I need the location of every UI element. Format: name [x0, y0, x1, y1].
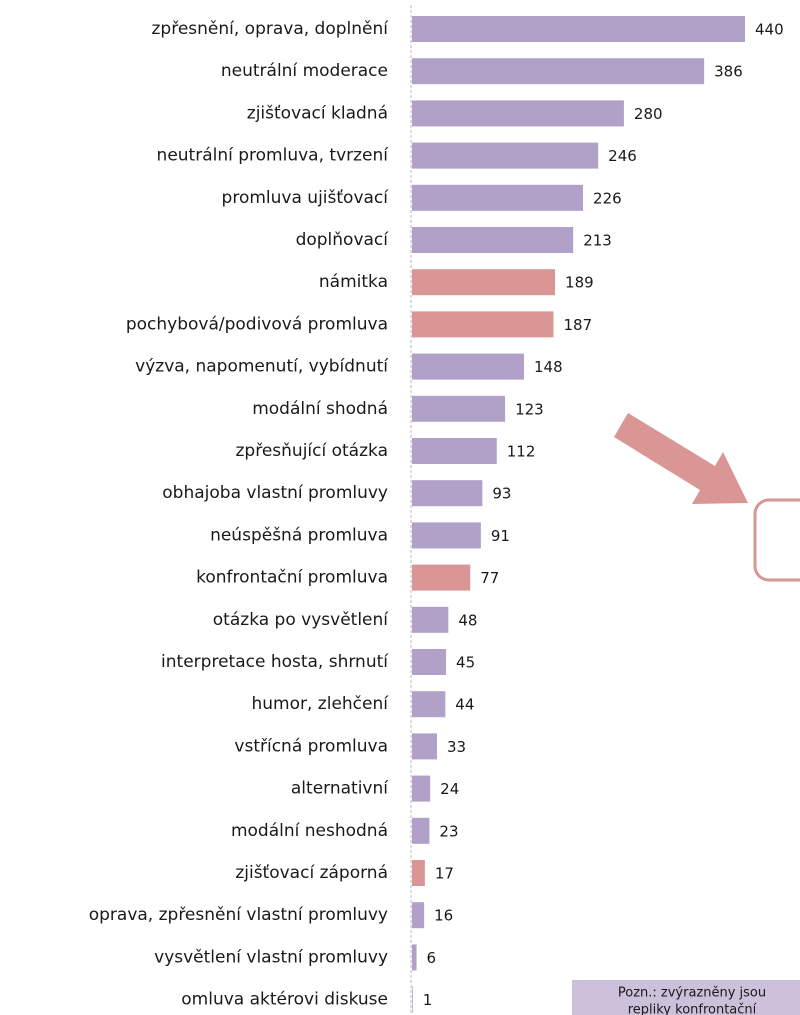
- value-label: 112: [507, 443, 536, 461]
- value-label: 280: [634, 105, 663, 123]
- bar: [412, 142, 599, 169]
- value-label: 386: [714, 63, 743, 81]
- value-label: 93: [492, 485, 511, 503]
- bar: [412, 775, 431, 802]
- bar: [412, 438, 497, 464]
- value-label: 24: [440, 780, 459, 798]
- value-label: 45: [456, 654, 475, 672]
- category-label: modální neshodná: [231, 821, 388, 841]
- value-label: 16: [434, 907, 453, 925]
- category-label: zjišťovací záporná: [235, 863, 388, 883]
- category-label: oprava, zpřesnění vlastní promluvy: [89, 905, 388, 925]
- value-label: 91: [491, 527, 510, 545]
- value-label: 187: [564, 316, 593, 334]
- category-label: otázka po vysvětlení: [213, 610, 389, 630]
- bar: [412, 649, 447, 675]
- category-label: výzva, napomenutí, vybídnutí: [135, 357, 389, 377]
- bar: [412, 184, 584, 211]
- category-label: vstřícná promluva: [234, 736, 388, 756]
- category-label: alternativní: [291, 779, 389, 799]
- bar: [412, 395, 506, 422]
- category-label: interpretace hosta, shrnutí: [161, 652, 389, 672]
- category-label: neutrální promluva, tvrzení: [157, 146, 390, 166]
- callout-box: [753, 498, 800, 582]
- category-label: konfrontační promluva: [196, 568, 388, 588]
- value-label: 6: [427, 949, 437, 967]
- bar: [412, 691, 446, 718]
- bar: [412, 902, 425, 929]
- bar: [412, 860, 425, 886]
- bar: [412, 227, 574, 253]
- category-label: humor, zlehčení: [252, 694, 390, 714]
- bar: [412, 311, 554, 338]
- note-text: Pozn.: zvýrazněny jsou: [618, 986, 766, 1001]
- category-label: neúspěšná promluva: [210, 525, 388, 545]
- bar: [412, 817, 430, 844]
- note-box: [572, 980, 800, 1015]
- bar: [412, 100, 624, 127]
- value-label: 1: [423, 991, 433, 1009]
- value-label: 44: [455, 696, 474, 714]
- value-label: 23: [439, 822, 458, 840]
- bar: [412, 564, 471, 591]
- value-label: 226: [593, 189, 622, 207]
- value-label: 189: [565, 274, 594, 292]
- bar: [412, 269, 556, 296]
- category-label: obhajoba vlastní promluvy: [162, 483, 388, 503]
- value-label: 123: [515, 400, 544, 418]
- arrow: [614, 413, 748, 504]
- bar: [412, 733, 437, 760]
- note-text: repliky konfrontační: [628, 1003, 757, 1015]
- value-label: 246: [608, 147, 637, 165]
- value-label: 17: [435, 865, 454, 883]
- category-label: promluva ujišťovací: [222, 188, 390, 208]
- bar: [412, 522, 481, 549]
- category-label: pochybová/podivová promluva: [126, 314, 388, 334]
- category-label: neutrální moderace: [221, 61, 388, 81]
- category-label: doplňovací: [296, 230, 390, 250]
- category-label: omluva aktérovi diskuse: [181, 990, 388, 1010]
- bar: [412, 606, 449, 633]
- value-label: 33: [447, 738, 466, 756]
- bar: [412, 480, 483, 507]
- bar: [412, 986, 413, 1013]
- category-label: zpřesnění, oprava, doplnění: [151, 19, 389, 39]
- bar: [412, 353, 525, 380]
- value-label: 213: [583, 232, 612, 250]
- value-label: 148: [534, 358, 563, 376]
- value-label: 77: [480, 569, 499, 587]
- bar: [412, 58, 705, 85]
- category-label: modální shodná: [252, 399, 388, 419]
- category-label: vysvětlení vlastní promluvy: [154, 947, 388, 967]
- category-label: námitka: [319, 272, 388, 292]
- category-label: zjišťovací kladná: [247, 103, 388, 123]
- value-label: 48: [458, 611, 477, 629]
- bar: [412, 16, 745, 42]
- category-label: zpřesňující otázka: [236, 441, 389, 461]
- value-label: 440: [755, 21, 784, 39]
- bar: [412, 944, 417, 971]
